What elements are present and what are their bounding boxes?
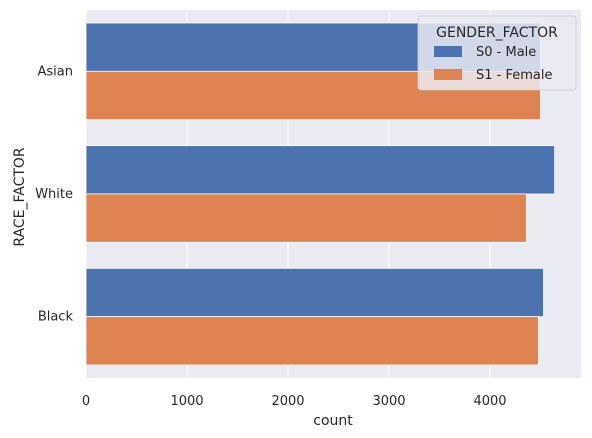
legend: GENDER_FACTOR S0 - Male S1 - Female <box>418 16 576 90</box>
x-tick-label: 1000 <box>170 394 203 409</box>
x-tick-label: 3000 <box>372 394 405 409</box>
bar-white-female <box>86 194 526 242</box>
y-tick-label: Black <box>38 310 74 325</box>
x-tick-label: 4000 <box>473 394 506 409</box>
bar-white-male <box>86 146 555 194</box>
legend-swatch-female <box>434 69 462 80</box>
x-axis-ticks: 0 1000 2000 3000 4000 <box>82 394 507 409</box>
bar-black-female <box>86 317 538 365</box>
legend-label-male: S0 - Male <box>476 45 536 60</box>
x-tick-label: 2000 <box>271 394 304 409</box>
x-axis-label: count <box>313 413 353 429</box>
legend-label-female: S1 - Female <box>476 68 552 83</box>
y-tick-label: Asian <box>38 64 73 79</box>
legend-title: GENDER_FACTOR <box>436 25 558 41</box>
y-tick-label: White <box>35 187 73 202</box>
y-axis-label: RACE_FACTOR <box>12 147 28 247</box>
y-axis-ticks: Asian White Black <box>35 64 73 324</box>
legend-swatch-male <box>434 46 462 57</box>
x-tick-label: 0 <box>82 394 90 409</box>
bar-black-male <box>86 268 544 316</box>
